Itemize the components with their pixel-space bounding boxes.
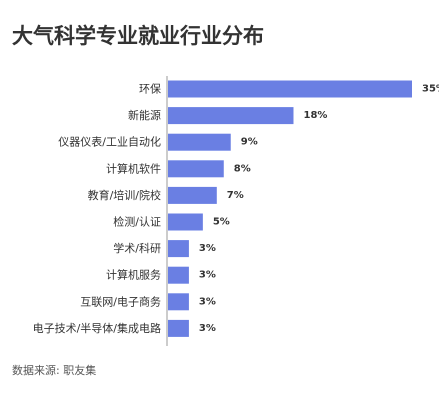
- bar: [168, 319, 189, 337]
- value-label: 18%: [303, 110, 327, 121]
- value-label: 8%: [234, 163, 251, 174]
- chart-title: 大气科学专业就业行业分布: [12, 24, 264, 48]
- value-label: 3%: [199, 296, 216, 307]
- category-label: 计算机软件: [106, 161, 161, 175]
- bar: [168, 213, 203, 231]
- bar: [168, 80, 412, 98]
- category-label: 电子技术/半导体/集成电路: [33, 321, 161, 335]
- bar: [168, 186, 217, 204]
- value-label: 5%: [213, 217, 230, 228]
- bar: [168, 160, 224, 178]
- value-label: 3%: [199, 243, 216, 254]
- value-label: 3%: [199, 323, 216, 334]
- category-label: 计算机服务: [106, 268, 161, 282]
- category-label: 教育/培训/院校: [88, 188, 161, 202]
- category-label: 检测/认证: [113, 215, 161, 229]
- value-label: 9%: [241, 137, 258, 148]
- value-label: 3%: [199, 270, 216, 281]
- category-label: 互联网/电子商务: [80, 294, 161, 308]
- category-label: 学术/科研: [113, 241, 161, 255]
- bar: [168, 133, 231, 151]
- category-label: 仪器仪表/工业自动化: [58, 135, 161, 149]
- source-note: 数据来源: 职友集: [12, 364, 97, 377]
- bar: [168, 293, 189, 311]
- category-label: 环保: [139, 82, 161, 96]
- bar: [168, 266, 189, 284]
- bar: [168, 240, 189, 258]
- bar: [168, 107, 294, 125]
- category-label: 新能源: [128, 108, 161, 122]
- value-label: 7%: [227, 190, 244, 201]
- value-label: 35%: [422, 84, 439, 95]
